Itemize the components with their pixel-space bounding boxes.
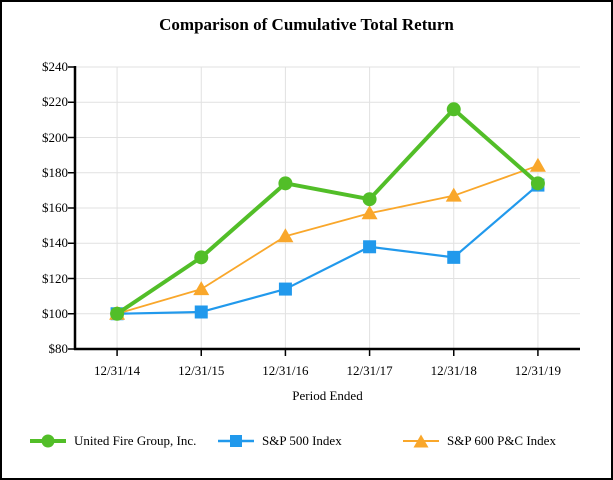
legend-label: S&P 500 Index <box>262 433 342 448</box>
x-axis-tick-label: 12/31/14 <box>93 363 141 378</box>
y-axis-tick-label: $160 <box>42 200 68 215</box>
x-axis-tick-label: 12/31/19 <box>514 363 562 378</box>
y-axis-tick-label: $200 <box>42 129 68 145</box>
series-line-square <box>115 183 540 315</box>
line-triangle-marker-icon <box>403 434 439 448</box>
y-axis-tick-label: $140 <box>42 235 68 251</box>
x-axis-tick-label: 12/31/15 <box>178 363 225 378</box>
line-circle-marker-icon <box>30 434 66 448</box>
y-axis-tick-label: $220 <box>42 94 68 110</box>
legend-label: S&P 600 P&C Index <box>447 433 556 448</box>
data-marker-circle <box>530 176 545 191</box>
y-axis-tick-label: $100 <box>42 305 68 321</box>
data-marker-square <box>363 240 377 254</box>
data-marker-triangle <box>529 157 546 172</box>
y-axis-tick-label: $240 <box>42 59 68 74</box>
legend-item-united-fire-group: United Fire Group, Inc. <box>29 433 196 449</box>
y-axis-tick-label: $80 <box>48 341 69 356</box>
y-axis-tick-label: $180 <box>42 164 68 180</box>
series-line-triangle <box>116 164 539 315</box>
legend: United Fire Group, Inc. S&P 500 Index S&… <box>2 433 611 453</box>
x-axis-title: Period Ended <box>292 388 363 403</box>
data-marker-triangle <box>277 228 294 243</box>
data-marker-triangle <box>361 205 378 220</box>
x-axis-tick-label: 12/31/16 <box>262 363 309 378</box>
legend-label: United Fire Group, Inc. <box>74 433 197 448</box>
data-marker-circle <box>362 192 377 207</box>
data-marker-square <box>194 305 208 319</box>
data-marker-circle <box>278 176 293 191</box>
plot-area <box>68 66 580 356</box>
series-line-circle <box>115 107 540 316</box>
x-axis-tick-label: 12/31/17 <box>346 363 393 378</box>
data-marker-square <box>278 282 292 296</box>
legend-item-sp600-pc: S&P 600 P&C Index <box>402 433 556 449</box>
x-axis-tick-label: 12/31/18 <box>430 363 477 378</box>
data-marker-circle <box>446 102 461 117</box>
legend-item-sp500: S&P 500 Index <box>217 433 342 449</box>
data-marker-circle <box>110 306 125 321</box>
line-square-marker-icon <box>218 435 254 447</box>
chart-title: Comparison of Cumulative Total Return <box>159 15 454 34</box>
y-axis-tick-label: $120 <box>42 270 68 286</box>
data-marker-triangle <box>445 187 462 202</box>
data-marker-square <box>447 250 461 264</box>
data-marker-circle <box>194 250 209 265</box>
data-marker-triangle <box>193 281 210 296</box>
